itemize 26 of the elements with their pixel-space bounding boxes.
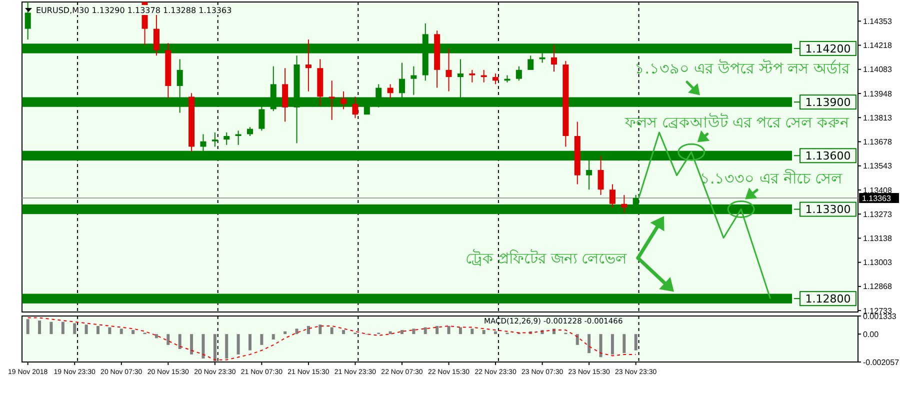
y-tick-label: 1.14353: [863, 16, 892, 26]
y-tick-label: 1.12868: [863, 282, 892, 292]
y-tick-label: 1.13813: [863, 113, 892, 122]
band-label: 1.14200: [805, 42, 851, 56]
y-tick-label: 1.14218: [863, 41, 892, 50]
y-tick-label: 0.001333: [863, 312, 897, 321]
annotation: ১.১৩৯০ এর উপরে স্টপ লস অর্ডার: [634, 59, 850, 78]
annotation: ট্রেক প্রফিটের জন্য লেভেল: [465, 249, 628, 268]
y-tick-label: 1.13948: [863, 89, 892, 98]
band-label: 1.13600: [805, 150, 851, 163]
y-tick-label: -0.002057: [863, 358, 900, 367]
text: EURUSD,M30 1.13290 1.13378 1.13288 1.13363: [36, 6, 232, 15]
y-tick-label: 1.14083: [863, 65, 892, 74]
y-tick-label: 1.13543: [863, 162, 892, 171]
band-label: 1.13300: [805, 203, 851, 216]
annotation: ১.১৩৩০ এর নীচে সেল: [700, 169, 844, 188]
y-tick-label: 1.13003: [863, 258, 892, 268]
band-label: 1.12800: [805, 292, 851, 306]
y-tick-label: 1.13678: [863, 138, 892, 147]
annotation: ফলস ব্রেকআউট এর পরে সেল করুন: [624, 113, 850, 132]
y-tick-label: 0.00: [863, 330, 880, 339]
band-label: 1.13900: [805, 96, 851, 109]
ref-line-label: 1.13363: [862, 194, 892, 203]
y-tick-label: 1.13138: [863, 234, 892, 244]
y-tick-label: 1.13408: [863, 186, 892, 195]
y-tick-label: 1.13273: [863, 210, 892, 219]
